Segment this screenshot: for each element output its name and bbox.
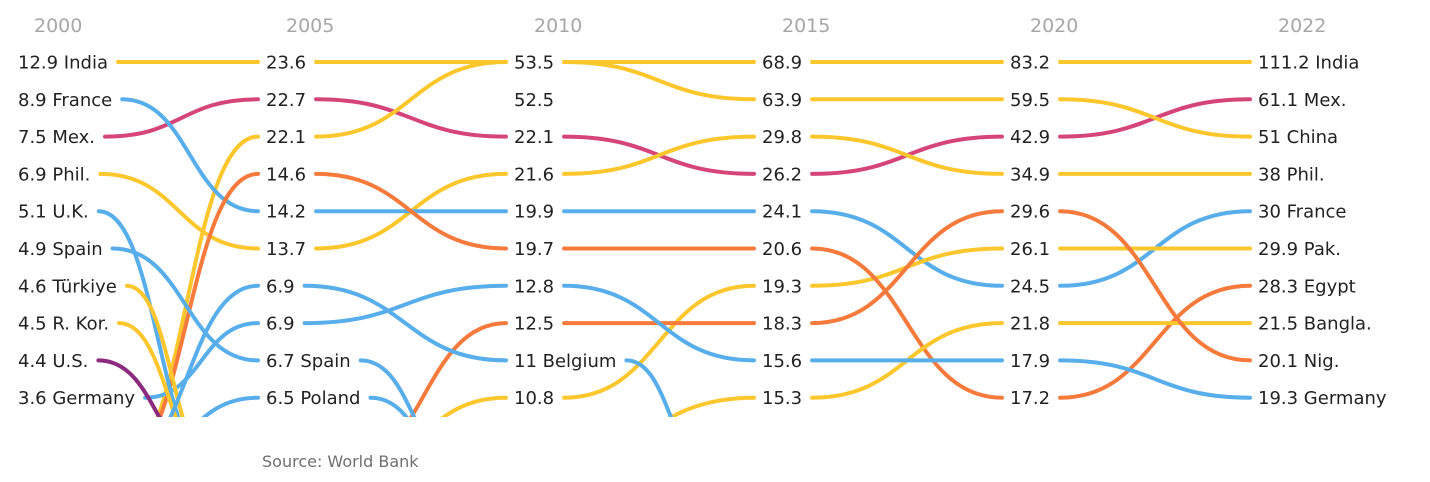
series-line-egypt — [157, 171, 1252, 417]
value-label: 29.6 — [1010, 202, 1050, 223]
year-label-2010: 2010 — [534, 15, 582, 37]
value-label: 12.9 India — [18, 53, 108, 74]
value-label: 21.6 — [514, 164, 554, 185]
series-line-r-kor- — [117, 321, 178, 417]
value-label: 17.9 — [1010, 351, 1050, 372]
value-label: 4.9 Spain — [18, 239, 103, 260]
series-line-poland — [201, 395, 409, 417]
value-label: 38 Phil. — [1258, 164, 1325, 185]
value-label: 6.9 Phil. — [18, 164, 90, 185]
value-label: 3.6 Germany — [18, 388, 135, 409]
value-label: 52.5 — [514, 90, 554, 111]
value-label: 4.6 Türkiye — [18, 276, 117, 297]
value-label: 23.6 — [266, 53, 306, 74]
value-label: 8.9 France — [18, 90, 112, 111]
year-label-2022: 2022 — [1278, 15, 1326, 37]
value-label: 10.8 — [514, 388, 554, 409]
bump-chart: 12.9 India 8.9 France 7.5 Mex. 6.9 Phil. 5.1… — [18, 15, 1387, 417]
value-label: 19.7 — [514, 239, 554, 260]
value-label: 6.5 Poland — [266, 388, 360, 409]
value-label: 17.2 — [1010, 388, 1050, 409]
value-label: 59.5 — [1010, 90, 1050, 111]
value-label: 42.9 — [1010, 127, 1050, 148]
value-label: 22.1 — [266, 127, 306, 148]
value-label: 61.1 Mex. — [1258, 90, 1346, 111]
value-label: 12.5 — [514, 314, 554, 335]
series-line-germany — [143, 283, 1252, 400]
value-label: 13.7 — [266, 239, 306, 260]
value-label: 63.9 — [762, 90, 802, 111]
value-label: 24.1 — [762, 202, 802, 223]
value-label: 6.9 — [266, 314, 295, 335]
value-label: 18.3 — [762, 314, 802, 335]
value-label: 83.2 — [1010, 53, 1050, 74]
series-line-u-k- — [96, 209, 181, 417]
year-axis: 2000 2005 2010 2015 2020 2022 — [34, 15, 1326, 37]
value-label: 14.6 — [266, 164, 306, 185]
value-label: 68.9 — [762, 53, 802, 74]
year-label-2015: 2015 — [782, 15, 830, 37]
year-label-2020: 2020 — [1030, 15, 1078, 37]
value-label: 22.7 — [266, 90, 306, 111]
value-label: 53.5 — [514, 53, 554, 74]
year-label-2000: 2000 — [34, 15, 82, 37]
value-label: 5.1 U.K. — [18, 202, 89, 223]
value-label: 6.7 Spain — [266, 351, 351, 372]
value-label: 19.9 — [514, 202, 554, 223]
value-label: 111.2 India — [1258, 53, 1359, 74]
series-line-u-s- — [96, 358, 162, 417]
value-label: 51 China — [1258, 127, 1338, 148]
series-line-spain — [110, 246, 417, 417]
value-label: 21.5 Bangla. — [1258, 314, 1372, 335]
value-label: 19.3 — [762, 276, 802, 297]
value-label: 34.9 — [1010, 164, 1050, 185]
year-label-2005: 2005 — [286, 15, 334, 37]
value-label: 14.2 — [266, 202, 306, 223]
value-label: 20.6 — [762, 239, 802, 260]
value-label: 30 France — [1258, 202, 1346, 223]
value-label: 21.8 — [1010, 314, 1050, 335]
value-label: 7.5 Mex. — [18, 127, 95, 148]
source-note: Source: World Bank — [262, 452, 419, 471]
value-label: 28.3 Egypt — [1258, 276, 1356, 297]
series-line-belgium — [168, 283, 674, 417]
value-label: 20.1 Nig. — [1258, 351, 1339, 372]
value-label: 15.3 — [762, 388, 802, 409]
series-lines — [96, 59, 1252, 417]
value-label: 26.2 — [762, 164, 802, 185]
series-line-philippines — [98, 134, 1252, 251]
series-line-pakistan — [440, 246, 1252, 417]
value-labels: 12.9 India 8.9 France 7.5 Mex. 6.9 Phil. 5.1… — [18, 53, 1387, 410]
value-label: 4.5 R. Kor. — [18, 314, 109, 335]
value-label: 6.9 — [266, 276, 295, 297]
value-label: 22.1 — [514, 127, 554, 148]
value-label: 26.1 — [1010, 239, 1050, 260]
value-label: 15.6 — [762, 351, 802, 372]
value-label: 4.4 U.S. — [18, 351, 88, 372]
value-label: 19.3 Germany — [1258, 388, 1387, 409]
value-label: 29.9 Pak. — [1258, 239, 1341, 260]
value-label: 11 Belgium — [514, 351, 616, 372]
value-label: 24.5 — [1010, 276, 1050, 297]
series-line-t-rkiye — [124, 283, 185, 417]
series-line-bangladesh — [667, 321, 1252, 417]
value-label: 29.8 — [762, 127, 802, 148]
value-label: 12.8 — [514, 276, 554, 297]
